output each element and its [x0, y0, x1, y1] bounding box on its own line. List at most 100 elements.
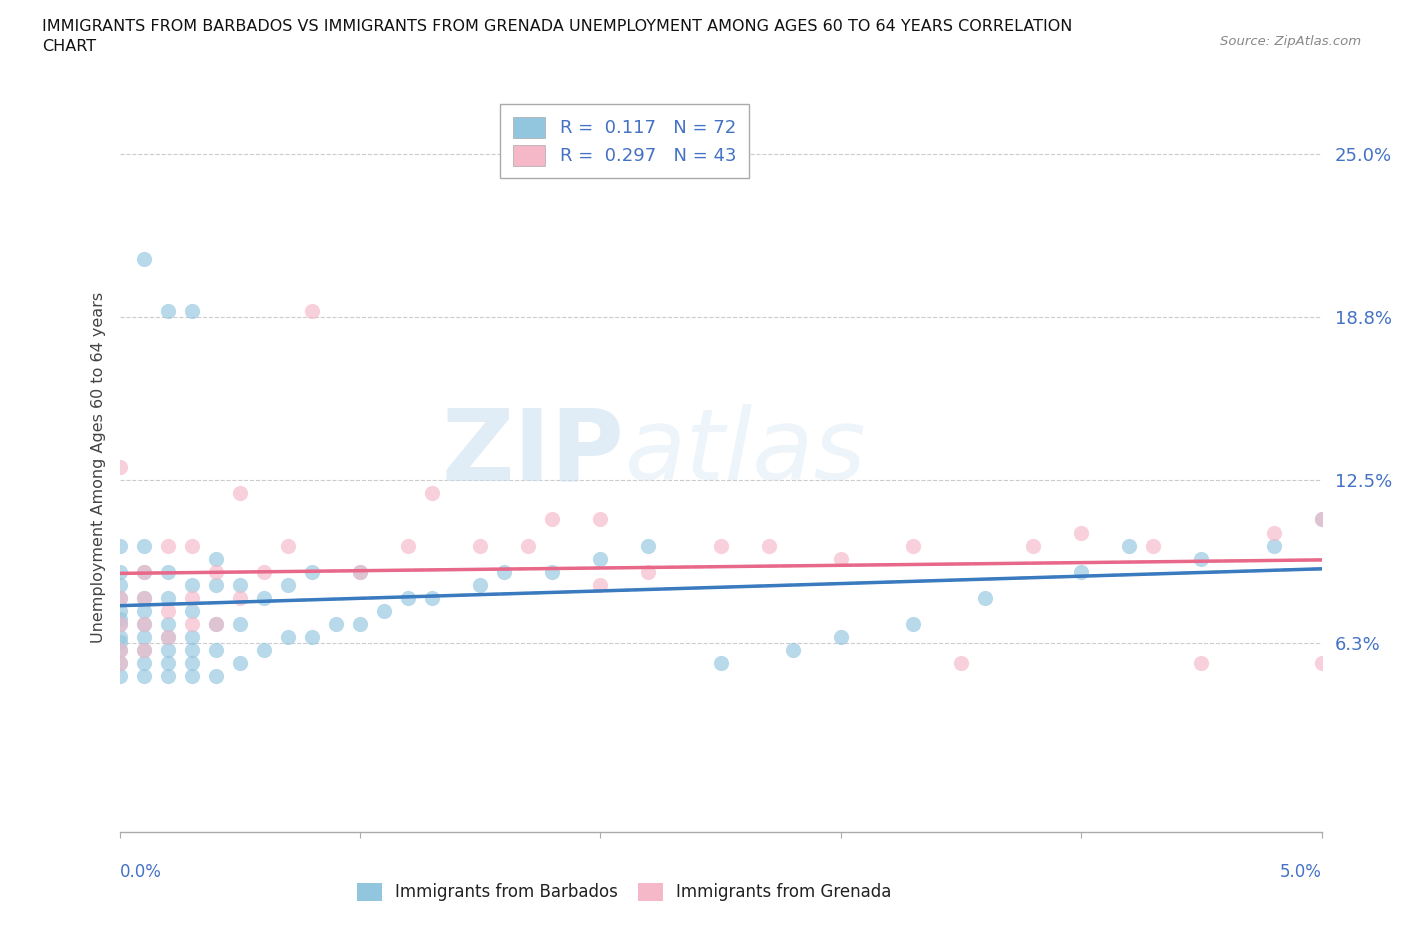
Point — [156, 669, 179, 684]
Point — [108, 591, 131, 605]
Point — [420, 591, 443, 605]
Point — [253, 565, 276, 579]
Text: 5.0%: 5.0% — [1279, 863, 1322, 882]
Point — [253, 643, 276, 658]
Point — [132, 643, 155, 658]
Point — [156, 591, 179, 605]
Point — [180, 303, 202, 318]
Point — [1310, 512, 1333, 527]
Point — [108, 634, 131, 649]
Point — [782, 643, 804, 658]
Point — [204, 617, 226, 631]
Point — [830, 551, 852, 566]
Point — [132, 251, 155, 266]
Point — [541, 565, 564, 579]
Point — [228, 617, 252, 631]
Point — [1070, 565, 1092, 579]
Point — [277, 538, 299, 553]
Point — [1189, 656, 1212, 671]
Point — [1310, 656, 1333, 671]
Point — [132, 669, 155, 684]
Point — [108, 538, 131, 553]
Point — [180, 643, 202, 658]
Point — [301, 565, 323, 579]
Point — [204, 617, 226, 631]
Point — [180, 630, 202, 644]
Point — [108, 617, 131, 631]
Point — [349, 565, 371, 579]
Point — [132, 617, 155, 631]
Point — [349, 617, 371, 631]
Point — [132, 591, 155, 605]
Point — [204, 551, 226, 566]
Point — [108, 656, 131, 671]
Point — [132, 565, 155, 579]
Point — [950, 656, 973, 671]
Point — [180, 656, 202, 671]
Text: atlas: atlas — [624, 405, 866, 501]
Point — [156, 630, 179, 644]
Point — [156, 565, 179, 579]
Point — [517, 538, 540, 553]
Point — [204, 565, 226, 579]
Text: Source: ZipAtlas.com: Source: ZipAtlas.com — [1220, 35, 1361, 48]
Point — [1189, 551, 1212, 566]
Point — [420, 486, 443, 501]
Legend: Immigrants from Barbados, Immigrants from Grenada: Immigrants from Barbados, Immigrants fro… — [350, 876, 898, 908]
Point — [108, 669, 131, 684]
Point — [108, 565, 131, 579]
Point — [301, 303, 323, 318]
Point — [156, 604, 179, 618]
Point — [1022, 538, 1045, 553]
Point — [108, 611, 131, 626]
Point — [180, 578, 202, 592]
Point — [180, 604, 202, 618]
Point — [108, 630, 131, 644]
Point — [325, 617, 347, 631]
Point — [204, 643, 226, 658]
Point — [228, 578, 252, 592]
Point — [156, 656, 179, 671]
Point — [901, 538, 924, 553]
Point — [132, 591, 155, 605]
Y-axis label: Unemployment Among Ages 60 to 64 years: Unemployment Among Ages 60 to 64 years — [90, 292, 105, 643]
Point — [758, 538, 780, 553]
Point — [373, 604, 395, 618]
Point — [1263, 538, 1285, 553]
Text: 0.0%: 0.0% — [120, 863, 162, 882]
Point — [901, 617, 924, 631]
Point — [1142, 538, 1164, 553]
Point — [277, 578, 299, 592]
Point — [132, 630, 155, 644]
Point — [637, 538, 659, 553]
Point — [301, 630, 323, 644]
Point — [204, 578, 226, 592]
Point — [541, 512, 564, 527]
Point — [396, 538, 419, 553]
Point — [396, 591, 419, 605]
Point — [108, 617, 131, 631]
Point — [156, 538, 179, 553]
Point — [108, 578, 131, 592]
Point — [349, 565, 371, 579]
Text: CHART: CHART — [42, 39, 96, 54]
Point — [108, 656, 131, 671]
Point — [468, 538, 492, 553]
Point — [180, 669, 202, 684]
Point — [709, 538, 731, 553]
Point — [156, 617, 179, 631]
Point — [1263, 525, 1285, 540]
Point — [108, 643, 131, 658]
Point — [108, 460, 131, 474]
Point — [132, 565, 155, 579]
Point — [204, 669, 226, 684]
Point — [1310, 512, 1333, 527]
Point — [156, 630, 179, 644]
Point — [228, 591, 252, 605]
Point — [1118, 538, 1140, 553]
Point — [132, 617, 155, 631]
Point — [180, 538, 202, 553]
Point — [132, 656, 155, 671]
Point — [156, 643, 179, 658]
Point — [132, 538, 155, 553]
